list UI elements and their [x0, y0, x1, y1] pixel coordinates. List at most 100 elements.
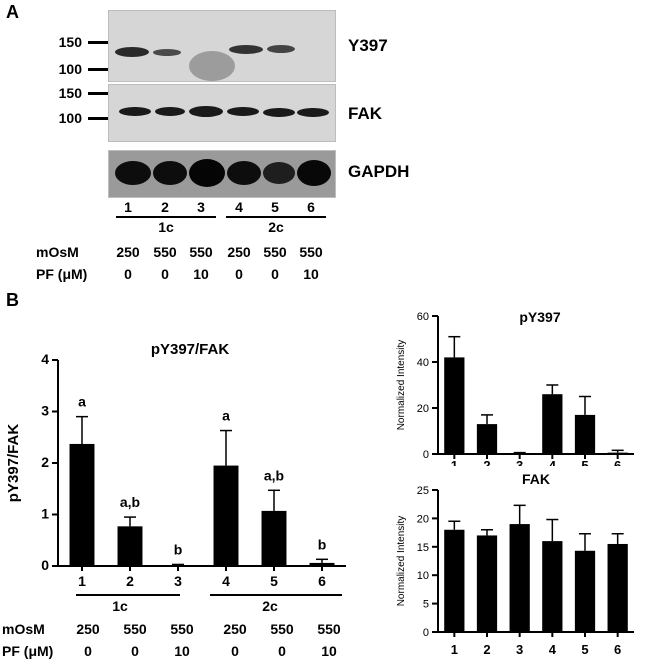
lane-number: 5 — [271, 199, 279, 215]
y-tick-label: 2 — [41, 454, 49, 470]
band — [297, 108, 329, 117]
bar — [165, 565, 191, 566]
mosm-label: mOsM — [2, 621, 45, 637]
lane-number: 6 — [307, 199, 315, 215]
chart-FAK: FAK Normalized Intensity 0 5 10 15 20 25 1 2 3 4 5 6 — [396, 471, 634, 657]
panel-b-letter: B — [6, 290, 19, 310]
group-line — [210, 594, 342, 596]
y-axis-label: Normalized Intensity — [396, 516, 407, 607]
group-label-2c: 2c — [268, 219, 284, 235]
x-tick-label: 2 — [483, 458, 490, 466]
bar — [542, 394, 563, 454]
y-axis-label: pY397/FAK — [5, 424, 22, 503]
y-tick-label: 40 — [417, 357, 429, 369]
pf-value: 0 — [271, 266, 279, 282]
blot-y397 — [108, 10, 336, 82]
x-tick-label: 5 — [581, 458, 588, 466]
bar — [69, 443, 95, 566]
group-line — [226, 216, 326, 218]
y-tick-label: 3 — [41, 403, 49, 419]
y-axis-label: Normalized Intensity — [396, 340, 407, 431]
mosm-value: 550 — [189, 244, 213, 260]
band — [227, 161, 261, 185]
pf-value: 0 — [84, 643, 92, 659]
x-tick-label: 2 — [126, 573, 134, 589]
pf-value: 10 — [303, 266, 319, 282]
mosm-value: 550 — [153, 244, 177, 260]
x-tick-label: 1 — [451, 458, 458, 466]
chart-title: FAK — [522, 471, 550, 487]
bar — [444, 529, 465, 632]
lane-number: 2 — [161, 199, 169, 215]
x-tick-label: 4 — [549, 458, 557, 466]
mosm-value: 550 — [263, 244, 287, 260]
mosm-value: 550 — [170, 621, 194, 637]
marker-tick — [88, 41, 108, 44]
blot-label-gapdh: GAPDH — [348, 162, 410, 181]
pf-value: 0 — [235, 266, 243, 282]
x-tick-label: 4 — [549, 642, 557, 657]
x-tick-label: 6 — [614, 642, 621, 657]
significance-label: a — [78, 394, 86, 410]
chart-title: pY397/FAK — [151, 341, 230, 358]
bar — [444, 357, 465, 454]
marker-100: 100 — [58, 110, 82, 126]
x-tick-label: 5 — [270, 573, 278, 589]
mosm-value: 550 — [317, 621, 341, 637]
significance-label: a — [222, 408, 230, 424]
group-line — [116, 216, 216, 218]
significance-label: b — [174, 541, 183, 557]
pf-value: 0 — [161, 266, 169, 282]
bar — [509, 524, 530, 632]
blot-label-fak: FAK — [348, 104, 382, 123]
pf-value: 10 — [174, 643, 190, 659]
chart-pY397-FAK: pY397/FAK pY397/FAK 0 1 2 3 4 1 a 2 a,b 3 b 4 a 5 a,b 6 b — [5, 341, 346, 589]
pf-label: PF (μM) — [36, 266, 88, 282]
mosm-value: 550 — [123, 621, 147, 637]
y-tick-label: 60 — [417, 311, 429, 323]
marker-100: 100 — [58, 61, 82, 77]
x-tick-label: 4 — [222, 573, 230, 589]
x-tick-label: 5 — [581, 642, 588, 657]
mosm-value: 250 — [76, 621, 100, 637]
bar — [117, 526, 143, 566]
mosm-value: 250 — [227, 244, 251, 260]
bar — [309, 562, 335, 566]
mosm-value: 550 — [270, 621, 294, 637]
x-tick-label: 6 — [318, 573, 326, 589]
marker-150: 150 — [58, 34, 82, 50]
band — [263, 162, 295, 184]
y-tick-label: 5 — [423, 599, 429, 611]
bar — [607, 452, 628, 454]
significance-label: b — [318, 536, 327, 552]
bar — [476, 424, 498, 454]
bar — [509, 453, 530, 454]
group-line — [76, 594, 180, 596]
x-tick-label: 3 — [516, 642, 523, 657]
pf-value: 0 — [131, 643, 139, 659]
band — [115, 161, 151, 185]
significance-label: a,b — [264, 467, 284, 483]
y-tick-label: 0 — [41, 557, 49, 573]
mosm-value: 250 — [223, 621, 247, 637]
mosm-value: 250 — [116, 244, 140, 260]
x-tick-label: 1 — [78, 573, 86, 589]
x-tick-label: 6 — [614, 458, 621, 466]
x-tick-label: 2 — [483, 642, 490, 657]
bar — [542, 541, 563, 632]
mosm-value: 550 — [299, 244, 323, 260]
y-tick-label: 15 — [417, 542, 429, 554]
band — [153, 49, 181, 56]
smudge — [189, 51, 235, 81]
marker-tick — [88, 117, 108, 120]
x-tick-label: 1 — [451, 642, 458, 657]
blot-label-y397: Y397 — [348, 36, 388, 55]
significance-label: a,b — [120, 494, 140, 510]
x-tick-label: 3 — [516, 458, 523, 466]
marker-150: 150 — [58, 85, 82, 101]
chart-title: pY397 — [519, 309, 560, 325]
group-label-2c: 2c — [262, 598, 278, 614]
bar — [213, 465, 239, 566]
group-label-1c: 1c — [112, 598, 128, 614]
marker-tick — [88, 92, 108, 95]
